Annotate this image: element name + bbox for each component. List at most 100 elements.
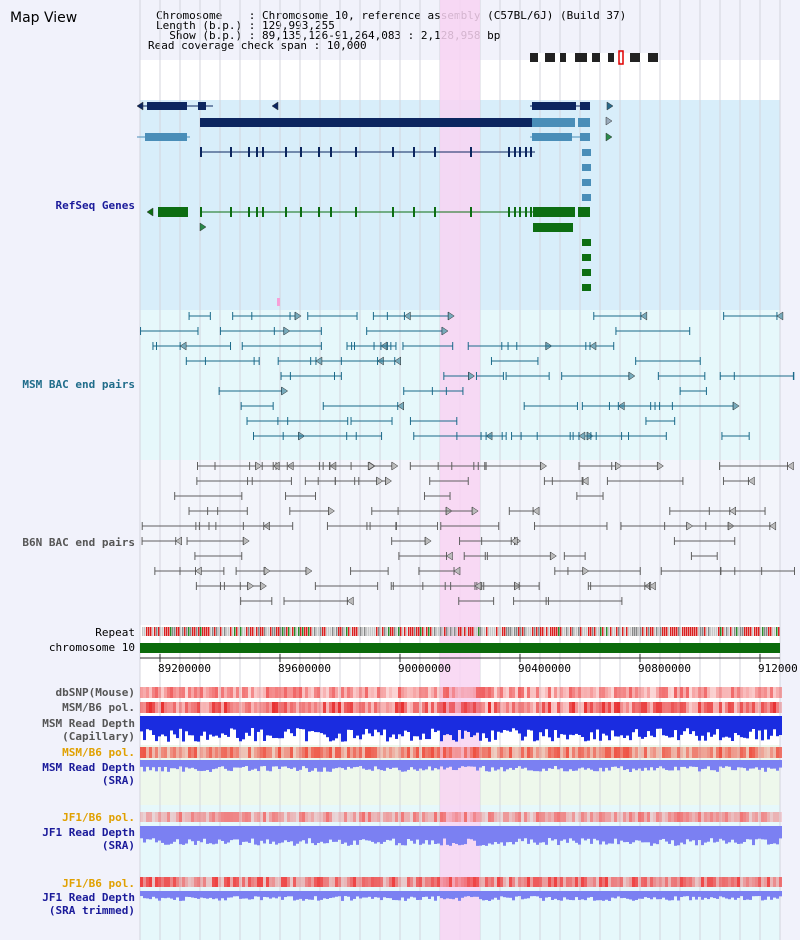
jf1-pol-trim-heat-cell [230,877,233,887]
msm-pol-heat-cell [230,702,233,713]
msm-pol-sra-heat-cell [617,747,620,758]
repeat-segment [674,627,676,636]
msm-capillary-depth-bar [338,716,341,734]
repeat-segment [232,627,234,636]
msm-pol-heat-cell [566,702,569,713]
track-label-jf1-b6-pol-2: JF1/B6 pol. [62,877,135,890]
track-label-msm-bac[interactable]: MSM BAC end pairs [22,378,135,391]
dbsnp-heat-cell [749,687,752,698]
msm-pol-heat-cell [398,702,401,713]
jf1-pol-heat-cell [203,812,206,822]
gene-exon [318,147,320,157]
msm-pol-heat-cell [488,702,491,713]
jf1-sra-depth-bar [152,826,155,839]
msm-sra-depth-bar [536,760,539,772]
repeat-segment [436,627,438,636]
msm-sra-depth-bar [140,760,143,767]
msm-sra-depth-bar [200,760,203,772]
repeat-segment [388,627,390,636]
repeat-segment [758,627,760,636]
msm-sra-depth-bar [512,760,515,770]
msm-pol-sra-heat-cell [386,747,389,758]
msm-pol-sra-heat-cell [602,747,605,758]
repeat-segment [688,627,690,636]
msm-pol-sra-heat-cell [347,747,350,758]
jf1-pol-trim-heat-cell [512,877,515,887]
repeat-segment [278,627,280,636]
msm-pol-heat-cell [335,702,338,713]
jf1-trim-depth-bar [323,891,326,899]
msm-pol-heat-cell [629,702,632,713]
jf1-pol-heat-cell [260,812,263,822]
repeat-segment [640,627,642,636]
repeat-segment [214,627,216,636]
jf1-trim-depth-bar [347,891,350,897]
jf1-pol-trim-heat-cell [635,877,638,887]
jf1-pol-heat-cell [179,812,182,822]
jf1-pol-trim-heat-cell [212,877,215,887]
jf1-trim-depth-bar [332,891,335,898]
jf1-pol-heat-cell [521,812,524,822]
msm-capillary-depth-bar [521,716,524,741]
track-label-b6n-bac[interactable]: B6N BAC end pairs [22,536,135,549]
jf1-pol-trim-heat-cell [485,877,488,887]
msm-pol-heat-cell [365,702,368,713]
msm-sra-depth-bar [515,760,518,768]
track-label-refseq[interactable]: RefSeq Genes [55,199,135,212]
msm-sra-depth-bar [509,760,512,768]
msm-capillary-depth-bar [722,716,725,738]
jf1-pol-heat-cell [767,812,770,822]
msm-sra-depth-bar [599,760,602,768]
gene-exon [158,207,188,217]
msm-pol-sra-heat-cell [212,747,215,758]
jf1-sra-depth-bar [317,826,320,844]
jf1-sra-depth-bar [614,826,617,839]
gene-exon [582,239,591,246]
jf1-sra-depth-bar [776,826,779,845]
jf1-trim-depth-bar [620,891,623,899]
jf1-trim-depth-bar [386,891,389,899]
repeat-segment [316,627,318,636]
msm-capillary-depth-bar [698,716,701,741]
jf1-sra-depth-bar [410,826,413,841]
bac-end-arrow [424,536,432,546]
msm-capillary-depth-bar [443,716,446,736]
repeat-segment [414,627,416,636]
msm-sra-depth-bar [605,760,608,768]
jf1-sra-depth-bar [215,826,218,844]
dbsnp-heat-cell [170,687,173,698]
jf1-pol-trim-heat-cell [653,877,656,887]
jf1-sra-depth-bar [752,826,755,846]
msm-sra-depth-bar [746,760,749,771]
jf1-pol-trim-heat-cell [287,877,290,887]
msm-sra-depth-bar [389,760,392,770]
repeat-segment [608,627,610,636]
jf1-trim-depth-bar [272,891,275,898]
jf1-pol-trim-heat-cell [767,877,770,887]
jf1-trim-depth-bar [596,891,599,901]
jf1-pol-heat-cell [308,812,311,822]
track-label-msm-b6-pol: MSM/B6 pol. [62,701,135,714]
jf1-pol-trim-heat-cell [404,877,407,887]
msm-pol-sra-heat-cell [227,747,230,758]
msm-pol-heat-cell [233,702,236,713]
jf1-pol-heat-cell [494,812,497,822]
msm-pol-heat-cell [467,702,470,713]
dbsnp-heat-cell [767,687,770,698]
bac-end-arrow [397,401,404,411]
msm-sra-depth-bar [371,760,374,771]
jf1-trim-depth-bar [698,891,701,897]
msm-pol-sra-heat-cell [428,747,431,758]
dbsnp-heat-cell [512,687,515,698]
dbsnp-heat-cell [731,687,734,698]
jf1-pol-heat-cell [365,812,368,822]
msm-pol-heat-cell [755,702,758,713]
dbsnp-heat-cell [707,687,710,698]
jf1-sra-depth-bar [194,826,197,845]
msm-pol-sra-heat-cell [608,747,611,758]
msm-pol-sra-heat-cell [425,747,428,758]
jf1-sra-depth-bar [530,826,533,840]
msm-pol-heat-cell [548,702,551,713]
repeat-segment [614,627,616,636]
